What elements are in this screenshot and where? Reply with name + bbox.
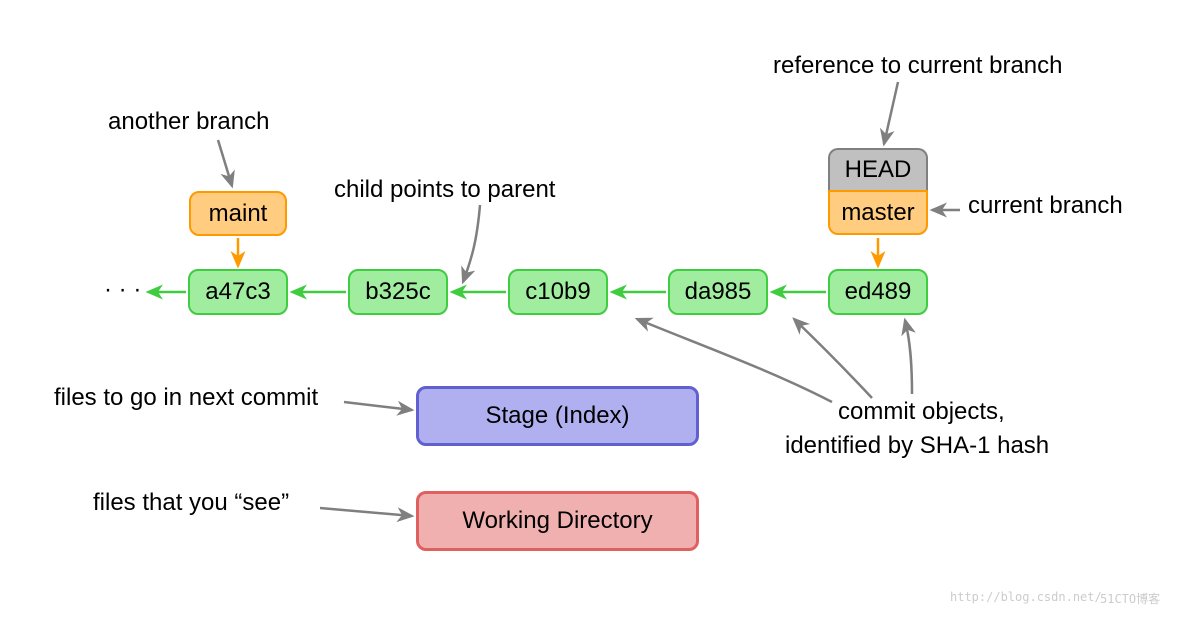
label-commit_objects_2: identified by SHA-1 hash [785, 432, 1049, 460]
commit-a47c3: a47c3 [188, 269, 288, 315]
label-files_next: files to go in next commit [54, 384, 318, 412]
label-child_parent: child points to parent [334, 176, 555, 204]
head-ref: HEAD [828, 148, 928, 190]
commit-b325c: b325c [348, 269, 448, 315]
commit-ed489: ed489 [828, 269, 928, 315]
commit-c10b9: c10b9 [508, 269, 608, 315]
watermark-0: http://blog.csdn.net/ [950, 590, 1102, 604]
label-another_branch: another branch [108, 108, 269, 136]
watermark-1: 51CTO博客 [1100, 590, 1160, 607]
branch-master: master [828, 190, 928, 235]
label-current_branch: current branch [968, 192, 1123, 220]
branch-maint: maint [189, 191, 287, 236]
commit-da985: da985 [668, 269, 768, 315]
label-files_see: files that you “see” [93, 489, 289, 517]
label-ref_current: reference to current branch [773, 52, 1063, 80]
workdir-box: Working Directory [416, 491, 699, 551]
label-ellipsis: · · · [104, 276, 141, 304]
stage-box: Stage (Index) [416, 386, 699, 446]
label-commit_objects_1: commit objects, [838, 398, 1005, 426]
